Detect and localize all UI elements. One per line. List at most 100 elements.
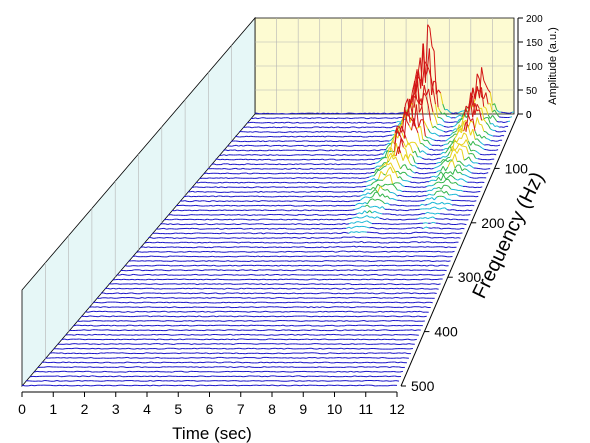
trace-segment [316, 190, 320, 193]
trace-segment [470, 92, 474, 108]
trace-segment [191, 232, 194, 235]
trace-segment [242, 167, 246, 170]
trace-segment [242, 269, 246, 271]
trace-segment [466, 175, 470, 178]
trace-segment [244, 186, 248, 189]
trace-segment [327, 288, 331, 290]
trace-segment [371, 177, 374, 181]
trace-segment [208, 246, 212, 249]
trace-segment [422, 246, 425, 248]
trace-segment [440, 171, 444, 176]
trace-segment [328, 177, 332, 179]
trace-segment [303, 182, 307, 184]
trace-segment [416, 190, 420, 193]
trace-segment [277, 274, 281, 276]
trace-segment [435, 104, 439, 118]
trace-segment [474, 88, 478, 98]
trace-segment [349, 213, 353, 216]
trace-segment [489, 115, 493, 119]
trace-segment [229, 264, 233, 267]
trace-segment [381, 166, 385, 170]
trace-segment [330, 181, 333, 184]
trace-segment [284, 121, 287, 124]
trace-segment [333, 163, 336, 165]
trace-segment [420, 260, 424, 262]
trace-segment [452, 133, 456, 137]
trace-segment [390, 129, 393, 133]
trace-segment [278, 140, 282, 142]
trace-segment [327, 168, 331, 170]
trace-segment [212, 255, 216, 258]
trace-segment [392, 198, 395, 200]
trace-segment [235, 167, 239, 170]
trace-segment [447, 179, 452, 184]
trace-segment [224, 232, 228, 235]
trace-segment [419, 57, 423, 86]
trace-segment [477, 144, 481, 147]
trace-segment [198, 181, 201, 184]
trace-segment [377, 186, 381, 193]
trace-segment [409, 168, 413, 172]
trace-segment [224, 172, 228, 174]
trace-segment [472, 140, 476, 146]
trace-segment [481, 87, 485, 107]
trace-segment [246, 297, 250, 299]
trace-segment [252, 131, 255, 133]
trace-segment [402, 287, 406, 290]
trace-segment [475, 162, 479, 164]
trace-segment [364, 210, 368, 214]
trace-segment [227, 195, 231, 198]
trace-segment [335, 255, 339, 257]
trace-segment [417, 57, 421, 75]
trace-segment [354, 274, 358, 276]
trace-segment [215, 186, 219, 189]
trace-segment [376, 154, 379, 156]
trace-segment [419, 213, 423, 215]
waterfall-traces [21, 24, 515, 387]
trace-segment [369, 112, 372, 115]
trace-segment [382, 135, 386, 138]
trace-segment [424, 145, 428, 148]
trace-segment [308, 167, 312, 170]
trace-segment [260, 283, 264, 286]
trace-segment [262, 241, 265, 244]
trace-segment [463, 139, 467, 144]
trace-segment [449, 111, 452, 114]
trace-segment [447, 145, 451, 151]
trace-segment [426, 189, 430, 192]
trace-segment [429, 27, 433, 47]
trace-segment [384, 150, 388, 158]
trace-segment [443, 125, 447, 128]
trace-segment [238, 287, 242, 290]
trace-segment [390, 126, 394, 129]
trace-segment [351, 274, 355, 276]
trace-segment [317, 121, 320, 124]
trace-segment [426, 231, 429, 234]
trace-segment [354, 122, 357, 124]
trace-segment [340, 177, 344, 179]
trace-segment [348, 274, 352, 276]
trace-segment [421, 195, 425, 197]
trace-segment [196, 209, 200, 212]
trace-segment [358, 240, 362, 243]
trace-line [120, 269, 447, 272]
trace-segment [335, 292, 339, 295]
trace-segment [423, 92, 427, 97]
trace-segment [290, 218, 294, 221]
trace-segment [456, 143, 460, 149]
trace-segment [192, 190, 196, 193]
trace-segment [444, 202, 448, 205]
trace-segment [177, 209, 180, 211]
trace-segment [349, 283, 353, 286]
trace-segment [439, 201, 443, 205]
trace-segment [411, 269, 415, 271]
trace-segment [372, 131, 376, 133]
trace-segment [235, 241, 239, 244]
trace-segment [209, 241, 213, 244]
trace-segment [440, 159, 444, 163]
trace-segment [299, 237, 302, 239]
trace-segment [307, 117, 310, 120]
trace-segment [418, 236, 422, 238]
trace-segment [415, 226, 419, 229]
trace-segment [479, 123, 482, 126]
